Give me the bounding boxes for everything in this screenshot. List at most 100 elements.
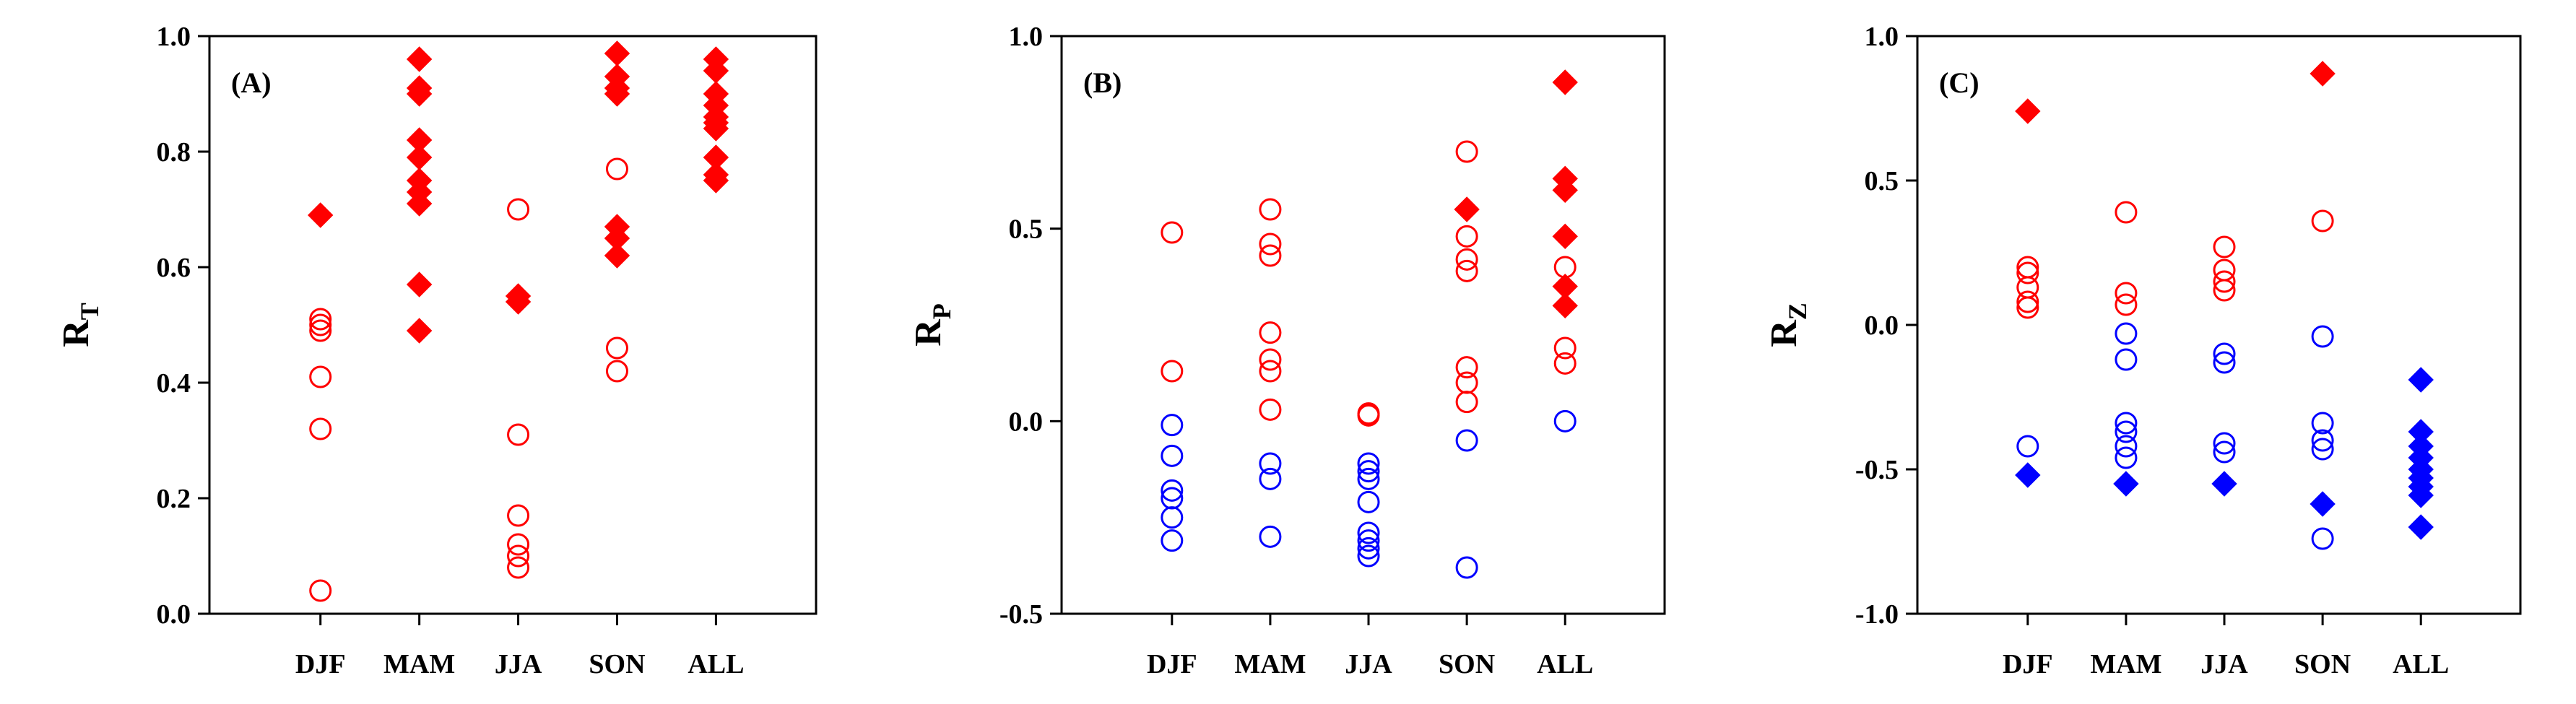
data-point-positive-significant [2015, 98, 2041, 124]
x-category-label: DJF [2003, 649, 2053, 679]
data-point-positive-insignificant [2115, 282, 2138, 305]
y-tick-label: -0.5 [999, 599, 1043, 630]
data-point-positive-insignificant [1259, 233, 1282, 256]
y-axis-label: RP [908, 303, 956, 347]
data-point-positive-significant [703, 116, 729, 142]
data-point-positive-insignificant [1161, 221, 1184, 244]
x-category-label: MAM [2090, 649, 2161, 679]
data-point-positive-insignificant [1553, 352, 1577, 375]
data-point-positive-insignificant [1259, 348, 1282, 371]
y-tick-label: 0.5 [1865, 166, 1899, 196]
data-point-negative-insignificant [1357, 490, 1380, 513]
data-point-positive-insignificant [1259, 198, 1282, 221]
data-point-positive-insignificant [2016, 261, 2039, 284]
data-point-positive-insignificant [605, 157, 628, 181]
data-point-negative-significant [2408, 514, 2434, 540]
data-point-negative-insignificant [2213, 432, 2236, 455]
y-axis-label-subscript: P [927, 303, 956, 319]
y-tick-label: 1.0 [1009, 22, 1044, 52]
data-point-positive-insignificant [1161, 360, 1184, 383]
data-point-positive-significant [604, 243, 630, 269]
data-point-positive-insignificant [2115, 293, 2138, 316]
data-point-negative-insignificant [2115, 412, 2138, 435]
y-axis-label: RZ [1764, 303, 1812, 347]
data-point-positive-insignificant [2311, 209, 2334, 233]
data-point-positive-insignificant [1553, 336, 1577, 360]
x-category-label: SON [589, 649, 645, 679]
data-point-negative-insignificant [2213, 440, 2236, 464]
x-category-label: ALL [1537, 649, 1593, 679]
data-point-positive-insignificant [1455, 225, 1478, 248]
data-point-negative-insignificant [2115, 446, 2138, 469]
data-point-positive-insignificant [1259, 321, 1282, 344]
data-point-negative-insignificant [2213, 351, 2236, 374]
data-point-negative-insignificant [1357, 521, 1380, 544]
data-point-negative-insignificant [2115, 348, 2138, 371]
data-point-negative-insignificant [1259, 467, 1282, 490]
y-tick-label: 1.0 [1865, 22, 1899, 52]
data-point-negative-significant [2408, 482, 2434, 508]
plot-frame [208, 35, 818, 615]
data-point-positive-insignificant [309, 365, 332, 388]
data-point-positive-significant [406, 191, 433, 217]
data-point-positive-significant [1552, 292, 1578, 319]
data-point-positive-significant [1552, 223, 1578, 250]
data-point-positive-insignificant [507, 533, 530, 556]
data-point-negative-insignificant [1455, 556, 1478, 579]
data-point-positive-significant [406, 318, 433, 344]
data-point-positive-significant [1552, 69, 1578, 95]
data-point-positive-insignificant [1259, 398, 1282, 421]
x-category-label: SON [2294, 649, 2351, 679]
panel-1: 0.0 0.2 0.4 0.6 0.8 1.0 DJF MAM JJA SON ALL (A) RT [56, 22, 818, 679]
data-point-positive-significant [505, 289, 532, 315]
data-point-negative-significant [2211, 471, 2237, 497]
data-point-negative-insignificant [1259, 452, 1282, 475]
data-point-positive-insignificant [1259, 360, 1282, 383]
panel-3: -1.0 -0.5 0.0 0.5 1.0 DJF MAM JJA SON ALL (C) RZ [1764, 22, 2522, 679]
data-point-positive-significant [1552, 177, 1578, 204]
y-tick-label: 0.0 [1009, 407, 1044, 437]
data-point-positive-insignificant [2213, 258, 2236, 282]
data-point-positive-insignificant [309, 313, 332, 336]
data-point-negative-significant [2310, 491, 2336, 517]
y-tick-label: 0.5 [1009, 214, 1044, 245]
data-point-negative-significant [2408, 367, 2434, 393]
data-point-positive-significant [604, 81, 630, 107]
data-point-positive-significant [703, 168, 729, 194]
y-axis-label: RT [56, 303, 104, 347]
data-point-negative-insignificant [1161, 444, 1184, 467]
data-point-negative-insignificant [1161, 506, 1184, 529]
data-point-positive-insignificant [309, 579, 332, 602]
x-category-label: ALL [2393, 649, 2449, 679]
data-point-negative-insignificant [1161, 479, 1184, 502]
data-point-positive-significant [2310, 61, 2336, 87]
data-point-negative-significant [2113, 471, 2139, 497]
x-category-label: JJA [1345, 649, 1392, 679]
data-point-positive-significant [406, 271, 433, 297]
y-axis-label-main: R [1764, 319, 1805, 347]
plot-frame [1060, 35, 1666, 615]
data-point-negative-insignificant [1161, 529, 1184, 552]
data-point-negative-insignificant [2115, 322, 2138, 345]
data-point-positive-insignificant [507, 556, 530, 579]
data-point-negative-insignificant [1357, 467, 1380, 490]
data-point-positive-insignificant [1455, 140, 1478, 163]
data-point-positive-insignificant [1357, 402, 1380, 425]
panel-label: (C) [1939, 66, 1979, 99]
x-category-label: MAM [1234, 649, 1306, 679]
data-point-negative-insignificant [2311, 527, 2334, 550]
data-point-negative-insignificant [2311, 438, 2334, 461]
data-point-negative-insignificant [2115, 420, 2138, 443]
data-point-positive-insignificant [1455, 356, 1478, 379]
data-point-negative-insignificant [2311, 325, 2334, 348]
panel-label: (B) [1083, 66, 1122, 99]
y-tick-label: 1.0 [157, 22, 191, 52]
data-point-positive-significant [406, 46, 433, 72]
y-axis-label-main: R [908, 318, 949, 347]
data-point-positive-insignificant [309, 417, 332, 440]
panel-2: -0.5 0.0 0.5 1.0 DJF MAM JJA SON ALL (B) RP [908, 22, 1666, 679]
data-point-negative-insignificant [1259, 525, 1282, 548]
y-tick-label: -1.0 [1855, 599, 1899, 630]
data-point-negative-insignificant [2115, 435, 2138, 458]
